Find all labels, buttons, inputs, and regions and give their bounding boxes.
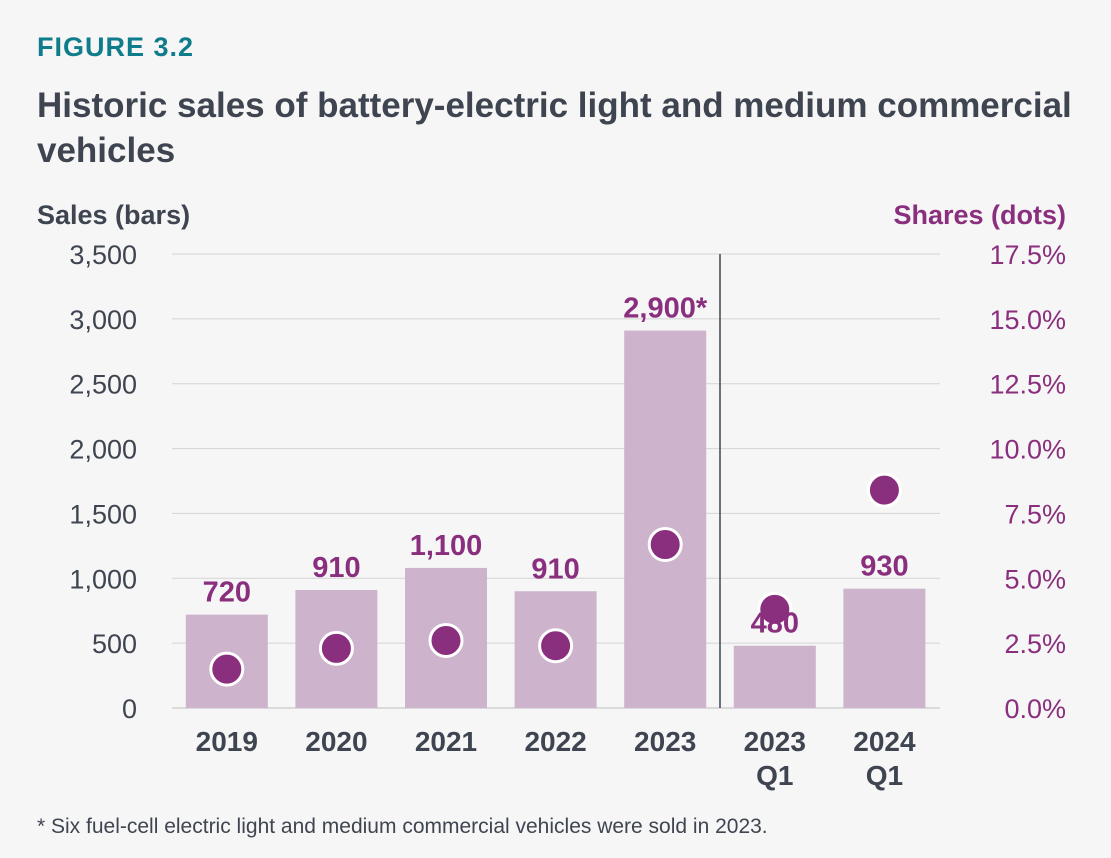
footnote: * Six fuel-cell electric light and mediu…: [37, 815, 768, 838]
bar-data-label: 480: [751, 608, 799, 640]
y-tick-label: 0: [122, 694, 137, 724]
y2-tick-label: 7.5%: [1004, 499, 1066, 529]
category-label-line: 2022: [524, 726, 586, 757]
y-tick-label: 3,500: [69, 240, 137, 270]
bar-data-label: 930: [860, 551, 908, 583]
y2-tick-label: 5.0%: [1004, 564, 1066, 594]
category-label-line: 2023: [744, 726, 806, 757]
bar-data-label: 910: [312, 552, 360, 584]
y2-axis-title: Shares (dots): [893, 200, 1066, 230]
share-dot: [318, 630, 354, 666]
bar: [843, 588, 926, 708]
data-label-group: 720 910 1,100 910 2,900* 480 930: [203, 293, 909, 640]
y-tick-label: 3,000: [69, 305, 137, 335]
bar: [624, 330, 707, 708]
share-dot: [538, 628, 574, 664]
chart-title: Historic sales of battery-electric light…: [37, 86, 1072, 170]
category-label-line: 2021: [415, 726, 477, 757]
figure-label: FIGURE 3.2: [37, 32, 195, 62]
category-label-line: 2024: [853, 726, 916, 757]
share-dot: [647, 527, 683, 563]
y2-tick-label: 17.5%: [989, 240, 1066, 270]
category-label: 2023 Q1: [744, 726, 806, 791]
y2-tick-label: 0.0%: [1004, 694, 1066, 724]
category-label-line: Q1: [756, 760, 793, 791]
category-label: 2024 Q1: [853, 726, 916, 791]
category-label: 2023: [634, 726, 696, 757]
bar-data-label: 720: [203, 577, 251, 609]
category-label: 2021: [415, 726, 477, 757]
bar-data-label: 2,900*: [623, 293, 708, 325]
share-dot: [866, 472, 902, 508]
y2-tick-label: 15.0%: [989, 305, 1066, 335]
y-tick-label: 2,000: [69, 435, 137, 465]
y-tick-label: 2,500: [69, 370, 137, 400]
y-tick-label: 500: [92, 629, 137, 659]
bar: [733, 645, 816, 708]
category-label: 2022: [524, 726, 586, 757]
category-label-line: Q1: [866, 760, 903, 791]
category-label-line: 2019: [196, 726, 258, 757]
tick-group: 0 0.0% 500 2.5% 1,000 5.0% 1,500 7.5% 2,000 10.0%…: [69, 240, 1066, 724]
category-label: 2020: [305, 726, 367, 757]
bar-data-label: 1,100: [410, 530, 483, 562]
y2-tick-label: 12.5%: [989, 370, 1066, 400]
share-dot: [428, 623, 464, 659]
dot-group: [209, 472, 902, 687]
category-label: 2019: [196, 726, 258, 757]
category-label-line: 2023: [634, 726, 696, 757]
y2-tick-label: 10.0%: [989, 435, 1066, 465]
category-label-line: 2020: [305, 726, 367, 757]
bar-data-label: 910: [531, 553, 579, 585]
y-tick-label: 1,000: [69, 564, 137, 594]
share-dot: [757, 591, 793, 627]
y2-tick-label: 2.5%: [1004, 629, 1066, 659]
y-tick-label: 1,500: [69, 499, 137, 529]
share-dot: [209, 651, 245, 687]
y-axis-title: Sales (bars): [37, 200, 190, 230]
